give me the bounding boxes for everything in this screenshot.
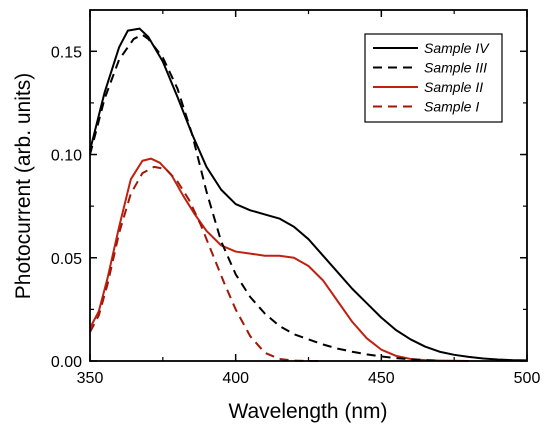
series-line-sample-iv [89,27,528,362]
y-tick-label: 0.10 [51,148,82,165]
legend-label: Sample II [424,79,483,95]
y-tick-label: 0.05 [51,251,82,268]
legend-label: Sample III [424,60,487,76]
plot-frame [89,9,528,362]
x-tick-label: 450 [368,370,395,387]
x-tick-label: 400 [222,370,249,387]
series-line-sample-ii [89,157,469,362]
y-axis-label: Photocurrent (arb. units) [12,73,35,299]
series-line-sample-i [89,165,324,362]
y-tick-label: 0.00 [51,354,82,371]
x-axis-label: Wavelength (nm) [228,400,387,423]
legend-label: Sample I [424,99,479,115]
x-tick-label: 350 [77,370,104,387]
series-lines [89,27,528,362]
series-line-sample-iii [89,33,440,362]
y-tick-label: 0.15 [51,44,82,61]
legend: Sample IV Sample III Sample II Sample I [364,33,503,123]
x-tick-label: 500 [514,370,541,387]
legend-label: Sample IV [424,40,490,56]
